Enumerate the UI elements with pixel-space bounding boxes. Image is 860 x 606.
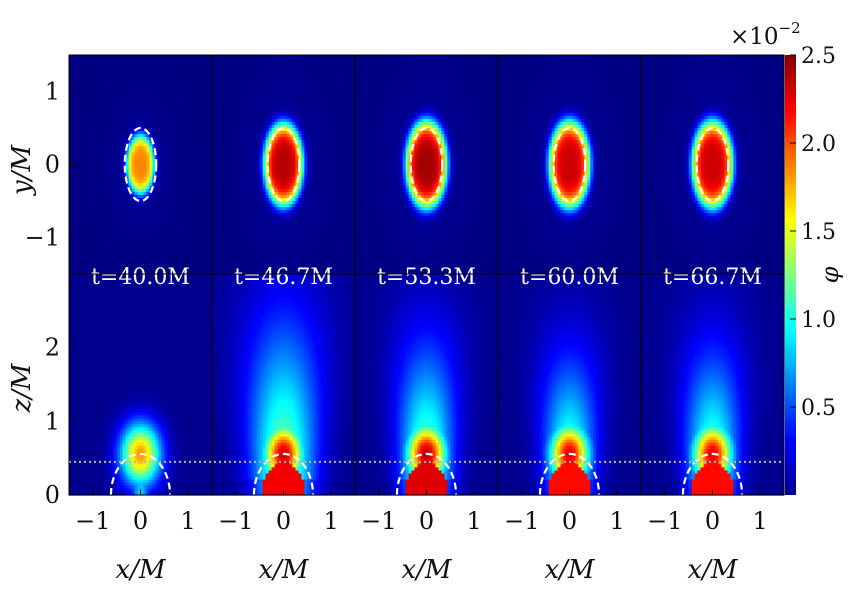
ytick-label-bottom: 0 (45, 481, 60, 509)
colorbar-tick-label: 0.5 (801, 396, 836, 421)
time-label-4: t=66.7M (663, 265, 762, 290)
xtick-label: −1 (75, 507, 110, 535)
colorbar-tick-label: 1.0 (801, 308, 836, 333)
xtick-label: 0 (562, 507, 577, 535)
colorbar-label: φ (816, 266, 844, 283)
ytick-label-top: 1 (45, 78, 60, 106)
colorbar-tick-label: 2.5 (801, 44, 836, 69)
heatmap-top-0 (69, 55, 213, 275)
xtick-label: 0 (133, 507, 148, 535)
heatmap-panels: t=40.0M t=46.7M t=53.3M t=60.0M t=66.7M (69, 55, 785, 496)
heatmap-top-2 (355, 55, 499, 275)
xtick-label: 0 (276, 507, 291, 535)
ytick-label-bottom: 2 (45, 334, 60, 362)
xtick-label: 0 (705, 507, 720, 535)
ytick-label-top: 0 (45, 151, 60, 179)
xtick-label: −1 (647, 507, 682, 535)
xtick-label: −1 (361, 507, 396, 535)
heatmap-bottom-2 (355, 274, 499, 496)
colorbar-tick-label: 2.0 (801, 132, 836, 157)
xlabel-1: x/M (258, 555, 309, 585)
xtick-label: 1 (467, 507, 482, 535)
time-label-0: t=40.0M (91, 265, 190, 290)
time-label-1: t=46.7M (234, 265, 333, 290)
xtick-label: 1 (324, 507, 339, 535)
colorbar-tick-label: 1.5 (801, 220, 836, 245)
top-ylabel: y/M (7, 144, 37, 196)
ytick-label-top: −1 (25, 224, 60, 252)
xtick-label: 1 (181, 507, 196, 535)
time-label-3: t=60.0M (520, 265, 619, 290)
heatmap-bottom-4 (641, 274, 785, 496)
bottom-ylabel: z/M (7, 362, 37, 413)
ytick-label-bottom: 1 (45, 407, 60, 435)
xtick-label: 1 (753, 507, 768, 535)
xlabel-4: x/M (687, 555, 738, 585)
xtick-label: 0 (419, 507, 434, 535)
colorbar-gradient (785, 55, 796, 495)
xlabel-0: x/M (115, 555, 166, 585)
xlabel-3: x/M (544, 555, 595, 585)
time-label-2: t=53.3M (377, 265, 476, 290)
heatmap-top-1 (212, 55, 356, 275)
xtick-label: −1 (218, 507, 253, 535)
xtick-label: −1 (504, 507, 539, 535)
xlabel-2: x/M (401, 555, 452, 585)
heatmap-top-4 (641, 55, 785, 275)
colorbar-exponent: ×10−2 (730, 19, 801, 50)
heatmap-top-3 (498, 55, 642, 275)
xtick-label: 1 (610, 507, 625, 535)
